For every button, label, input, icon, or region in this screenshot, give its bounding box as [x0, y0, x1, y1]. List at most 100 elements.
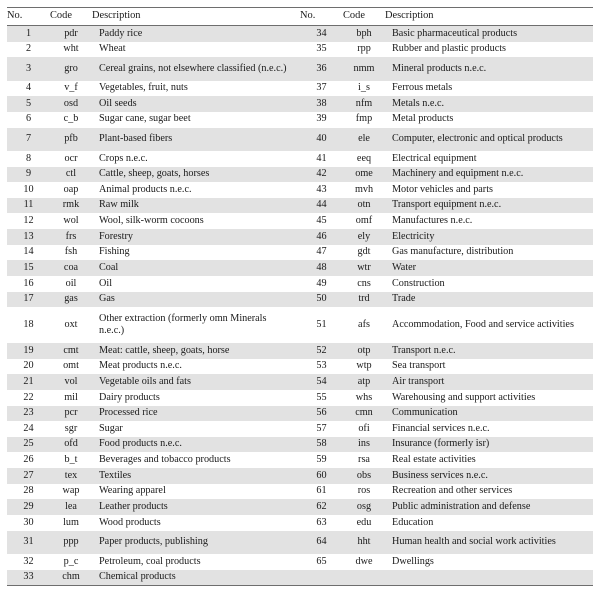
cell-right-no: 50: [300, 291, 343, 308]
cell-right-description: Mineral products n.e.c.: [385, 57, 593, 81]
cell-right-no: 35: [300, 41, 343, 58]
cell-right-code: obs: [343, 468, 385, 484]
cell-right-code: trd: [343, 291, 385, 308]
cell-right-no: 51: [300, 307, 343, 344]
cell-right-code: ele: [343, 127, 385, 151]
cell-right-description: Warehousing and support activities: [385, 389, 593, 406]
table-row: 24 sgr Sugar 57 ofi Financial services n.e.c.: [7, 421, 593, 437]
cell-left-description: Leather products: [92, 499, 300, 515]
cell-right-description: Manufactures n.e.c.: [385, 213, 593, 230]
cell-right-description: Human health and social work activities: [385, 530, 593, 555]
cell-right-code: edu: [343, 514, 385, 531]
cell-left-no: 9: [7, 166, 50, 183]
table-row: 22 mil Dairy products 55 whs Warehousing and …: [7, 389, 593, 406]
cell-right-code: omf: [343, 213, 385, 230]
cell-right-no: 39: [300, 111, 343, 128]
cell-left-code: p_c: [50, 554, 92, 570]
cell-right-code: whs: [343, 389, 385, 406]
table-row: 11 rmk Raw milk 44 otn Transport equipment n.…: [7, 197, 593, 214]
cell-right-description: Metal products: [385, 111, 593, 128]
table-row: 23 pcr Processed rice 56 cmn Communication: [7, 405, 593, 422]
cell-right-code: ins: [343, 436, 385, 453]
cell-left-code: sgr: [50, 421, 92, 437]
table-body: 1 pdr Paddy rice 34 bph Basic pharmaceutical …: [7, 25, 593, 587]
cell-left-no: 11: [7, 197, 50, 214]
cell-right-code: rsa: [343, 452, 385, 469]
cell-left-code: pcr: [50, 405, 92, 422]
cell-left-code: fsh: [50, 244, 92, 261]
cell-left-description: Fishing: [92, 244, 300, 261]
cell-left-no: 5: [7, 96, 50, 112]
cell-left-no: 24: [7, 421, 50, 437]
cell-left-no: 10: [7, 182, 50, 198]
cell-left-description: Textiles: [92, 468, 300, 484]
cell-left-description: Oil seeds: [92, 96, 300, 112]
table-row: 27 tex Textiles 60 obs Business services n.e.…: [7, 468, 593, 484]
cell-left-no: 1: [7, 25, 50, 42]
cell-left-code: gro: [50, 57, 92, 81]
cell-left-description: Petroleum, coal products: [92, 554, 300, 570]
cell-right-code: otp: [343, 343, 385, 359]
table-row: 13 frs Forestry 46 ely Electricity: [7, 229, 593, 245]
table-row: 25 ofd Food products n.e.c. 58 ins Insurance …: [7, 436, 593, 453]
cell-right-code: gdt: [343, 244, 385, 261]
cell-right-description: Trade: [385, 291, 593, 308]
cell-right-code: cmn: [343, 405, 385, 422]
cell-left-description: Animal products n.e.c.: [92, 182, 300, 198]
cell-left-code: b_t: [50, 452, 92, 469]
cell-left-description: Plant-based fibers: [92, 127, 300, 151]
cell-left-description: Cattle, sheep, goats, horses: [92, 166, 300, 183]
cell-right-code: ely: [343, 229, 385, 245]
table-header: No. Code Description No. Code Descriptio…: [7, 7, 593, 26]
cell-right-description: Basic pharmaceutical products: [385, 25, 593, 42]
cell-right-no: 42: [300, 166, 343, 183]
cell-left-description: Wearing apparel: [92, 483, 300, 500]
table-row: 26 b_t Beverages and tobacco products 59 rsa…: [7, 452, 593, 469]
table-row: 16 oil Oil 49 cns Construction: [7, 275, 593, 292]
cell-left-no: 2: [7, 41, 50, 58]
cell-left-code: c_b: [50, 111, 92, 128]
cell-right-code: dwe: [343, 554, 385, 570]
cell-right-no: 44: [300, 197, 343, 214]
table-row: 29 lea Leather products 62 osg Public adminis…: [7, 499, 593, 515]
cell-right-code: rpp: [343, 41, 385, 58]
header-left-no: No.: [7, 7, 50, 26]
cell-right-no: 34: [300, 25, 343, 42]
cell-left-description: Cereal grains, not elsewhere classified …: [92, 57, 300, 81]
cell-left-description: Wheat: [92, 41, 300, 58]
cell-right-no: 65: [300, 554, 343, 570]
cell-right-no: 43: [300, 182, 343, 198]
cell-left-no: 18: [7, 307, 50, 344]
cell-right-no: 64: [300, 530, 343, 555]
cell-right-no: [300, 569, 343, 587]
cell-left-description: Vegetable oils and fats: [92, 374, 300, 390]
table-row: 8 ocr Crops n.e.c. 41 eeq Electrical equipmen…: [7, 150, 593, 167]
cell-left-code: ofd: [50, 436, 92, 453]
cell-left-description: Chemical products: [92, 569, 300, 587]
table-row: 4 v_f Vegetables, fruit, nuts 37 i_s Ferrous …: [7, 80, 593, 97]
cell-left-no: 7: [7, 127, 50, 151]
cell-right-description: Water: [385, 260, 593, 276]
cell-right-code: eeq: [343, 150, 385, 167]
sector-codes-table: No. Code Description No. Code Descriptio…: [7, 7, 593, 587]
cell-right-description: Construction: [385, 275, 593, 292]
cell-left-no: 14: [7, 244, 50, 261]
table-row: 18 oxt Other extraction (formerly omn Mine…: [7, 307, 593, 344]
cell-left-code: wht: [50, 41, 92, 58]
cell-left-code: frs: [50, 229, 92, 245]
cell-left-no: 33: [7, 569, 50, 587]
cell-right-no: 60: [300, 468, 343, 484]
cell-right-description: Education: [385, 514, 593, 531]
cell-left-code: mil: [50, 389, 92, 406]
cell-right-code: bph: [343, 25, 385, 42]
cell-right-no: 45: [300, 213, 343, 230]
table-row: 21 vol Vegetable oils and fats 54 atp Air tra…: [7, 374, 593, 390]
table-row: 14 fsh Fishing 47 gdt Gas manufacture, distri…: [7, 244, 593, 261]
cell-right-no: 48: [300, 260, 343, 276]
cell-right-no: 47: [300, 244, 343, 261]
cell-right-description: Recreation and other services: [385, 483, 593, 500]
cell-left-no: 23: [7, 405, 50, 422]
cell-left-no: 8: [7, 150, 50, 167]
cell-left-no: 22: [7, 389, 50, 406]
cell-left-description: Oil: [92, 275, 300, 292]
